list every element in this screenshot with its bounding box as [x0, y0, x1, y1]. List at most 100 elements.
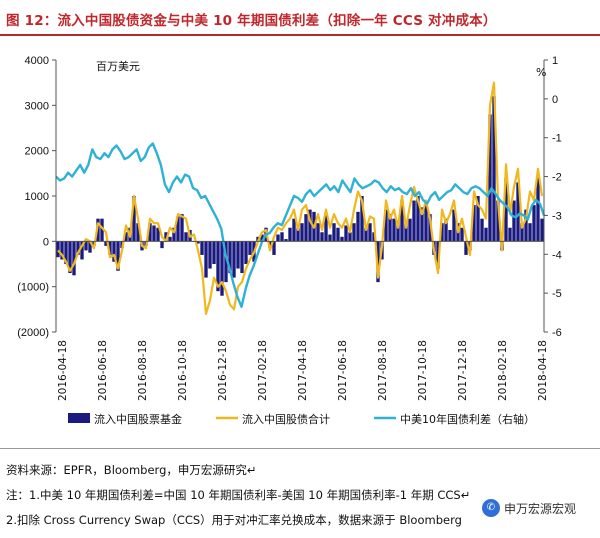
bar-equity-fund — [116, 241, 120, 271]
bar-equity-fund — [480, 218, 484, 242]
bar-equity-fund — [348, 232, 352, 242]
line-total-flow — [57, 81, 544, 315]
legend-swatch-equity — [68, 413, 90, 423]
x-tick-label: 2017-06-18 — [337, 340, 349, 401]
bar-equity-fund — [536, 177, 540, 242]
bar-equity-fund — [368, 223, 372, 242]
bar-equity-fund — [284, 239, 288, 242]
bar-equity-fund — [344, 225, 348, 242]
bar-equity-fund — [236, 241, 240, 269]
x-tick-label: 2017-12-18 — [457, 340, 469, 401]
bar-equity-fund — [320, 232, 324, 242]
bar-equity-fund — [336, 227, 340, 242]
bar-equity-fund — [292, 218, 296, 242]
bar-equity-fund — [56, 241, 60, 258]
bar-equity-fund — [464, 241, 468, 255]
bar-equity-fund — [460, 227, 464, 242]
bar-equity-fund — [112, 241, 116, 262]
tick-label-left: (2000) — [17, 327, 49, 339]
bar-equity-fund — [524, 209, 528, 242]
bar-equity-fund — [224, 241, 228, 283]
bar-equity-fund — [240, 241, 244, 274]
bar-equity-fund — [328, 234, 332, 242]
bar-equity-fund — [404, 223, 408, 242]
bar-equity-fund — [72, 241, 76, 276]
bar-equity-fund — [276, 234, 280, 242]
bar-equity-fund — [484, 227, 488, 242]
bar-equity-fund — [440, 223, 444, 242]
bar-equity-fund — [324, 214, 328, 242]
x-tick-label: 2016-06-18 — [97, 340, 109, 401]
bar-equity-fund — [400, 200, 404, 242]
watermark-text: 申万宏源宏观 — [504, 502, 577, 516]
bar-equity-fund — [60, 241, 64, 260]
wechat-icon: ✆ — [482, 499, 500, 517]
tick-label-left: 2000 — [25, 146, 49, 158]
plot-area — [55, 81, 546, 315]
tick-label-left: 1000 — [25, 191, 49, 203]
bar-equity-fund — [508, 227, 512, 242]
bar-equity-fund — [504, 177, 508, 242]
bar-equity-fund — [180, 214, 184, 242]
bar-equity-fund — [232, 241, 236, 278]
bar-equity-fund — [396, 220, 400, 242]
bar-equity-fund — [512, 200, 516, 242]
bar-equity-fund — [104, 241, 108, 246]
x-tick-label: 2017-02-18 — [257, 340, 269, 401]
bar-equity-fund — [272, 241, 276, 255]
bar-equity-fund — [532, 205, 536, 242]
tick-label-right: -1 — [552, 133, 562, 145]
line-spread — [55, 142, 546, 308]
tick-label-right: 0 — [552, 94, 558, 106]
bar-equity-fund — [136, 223, 140, 242]
bar-equity-fund — [228, 241, 232, 274]
tick-label-left: 3000 — [25, 100, 49, 112]
x-tick-label: 2017-04-18 — [297, 340, 309, 401]
bar-equity-fund — [176, 216, 180, 242]
bar-equity-fund — [200, 241, 204, 255]
tick-label-right: -6 — [552, 327, 562, 339]
legend-label-total: 流入中国股债合计 — [242, 412, 330, 426]
bar-equity-fund — [196, 241, 200, 244]
x-tick-label: 2018-04-18 — [537, 340, 549, 401]
bar-equity-fund — [172, 227, 176, 242]
bar-equity-fund — [132, 196, 136, 242]
tick-label-right: -4 — [552, 249, 562, 261]
right-axis-unit: % — [536, 66, 546, 79]
bar-equity-fund — [356, 211, 360, 242]
bar-equity-fund — [244, 241, 248, 264]
bar-equity-fund — [420, 207, 424, 242]
watermark: ✆ 申万宏源宏观 — [480, 497, 596, 519]
bar-equity-fund — [288, 227, 292, 242]
bar-equity-fund — [424, 205, 428, 242]
bar-equity-fund — [76, 241, 80, 255]
bar-equity-fund — [184, 232, 188, 242]
bar-equity-fund — [248, 241, 252, 255]
left-axis-unit: 百万美元 — [96, 60, 140, 73]
bar-equity-fund — [436, 241, 440, 269]
bar-equity-fund — [212, 241, 216, 264]
bar-equity-fund — [260, 234, 264, 242]
bar-equity-fund — [408, 218, 412, 242]
bar-equity-fund — [416, 196, 420, 242]
source-note: 资料来源：EPFR，Bloomberg，申万宏源研究↵ — [6, 463, 257, 477]
legend: 流入中国股票基金 流入中国股债合计 中美10年国债利差（右轴） — [68, 412, 535, 426]
footnote-1: 注：1.中美 10 年期国债利差=中国 10 年期国债利率-美国 10 年期国债… — [6, 488, 471, 502]
bar-equity-fund — [488, 114, 492, 242]
bar-equity-fund — [160, 241, 164, 249]
x-tick-label: 2017-08-18 — [377, 340, 389, 401]
bar-equity-fund — [204, 241, 208, 278]
title-bar: 图 12：流入中国股债资金与中美 10 年期国债利差（扣除一年 CCS 对冲成本… — [0, 0, 600, 36]
bar-equity-fund — [300, 223, 304, 242]
bar-equity-fund — [164, 232, 168, 242]
bar-equity-fund — [444, 218, 448, 242]
bar-equity-fund — [364, 227, 368, 242]
bar-equity-fund — [472, 205, 476, 242]
bar-equity-fund — [108, 241, 112, 255]
bar-equity-fund — [156, 227, 160, 242]
bar-equity-fund — [412, 200, 416, 242]
bar-equity-fund — [168, 236, 172, 242]
bar-equity-fund — [476, 196, 480, 242]
bar-equity-fund — [124, 232, 128, 242]
bar-equity-fund — [496, 200, 500, 242]
